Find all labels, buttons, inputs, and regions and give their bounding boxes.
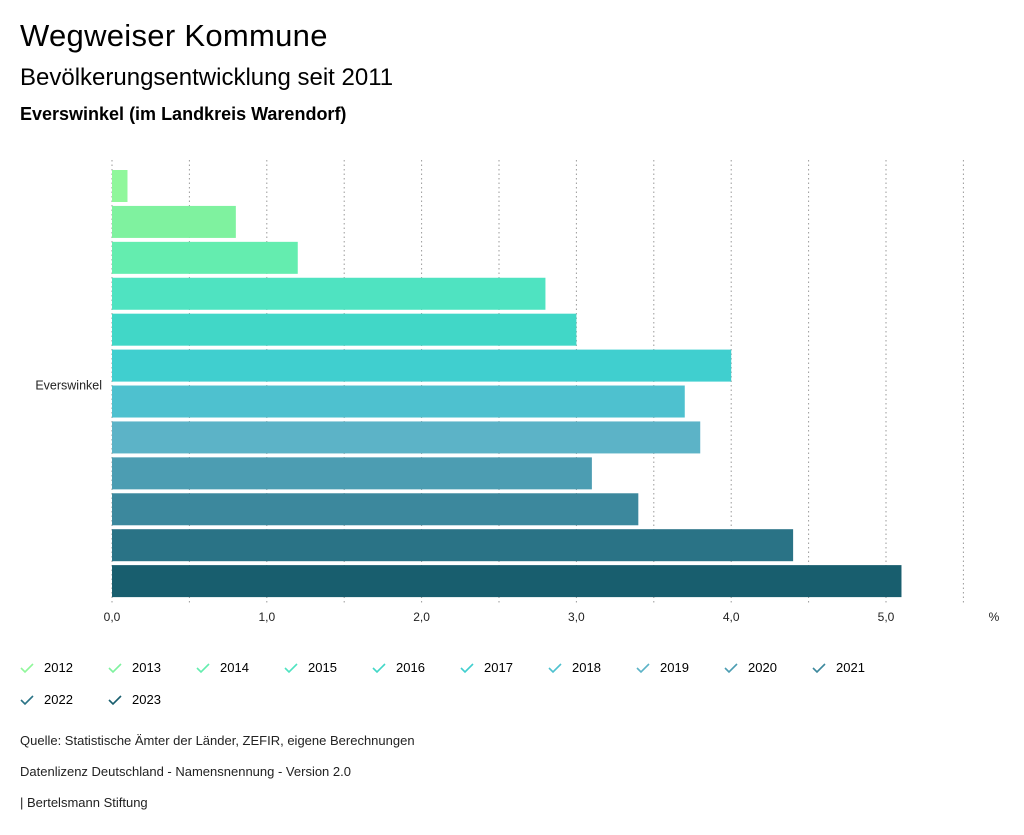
check-icon (108, 694, 122, 705)
legend-item-2021[interactable]: 2021 (812, 660, 865, 675)
legend-label: 2023 (132, 692, 161, 707)
publisher-note: | Bertelsmann Stiftung (20, 795, 148, 810)
legend-item-2012[interactable]: 2012 (20, 660, 73, 675)
legend-item-2022[interactable]: 2022 (20, 692, 73, 707)
bar-chart: Everswinkel 0,0 1,0 2,0 3,0 4,0 5,0% (35, 160, 1000, 624)
bar-2014 (112, 241, 298, 274)
legend-item-2014[interactable]: 2014 (196, 660, 249, 675)
bar-2017 (112, 349, 732, 382)
legend-item-2019[interactable]: 2019 (636, 660, 689, 675)
legend-label: 2014 (220, 660, 249, 675)
bar-2021 (112, 493, 639, 526)
check-icon (108, 662, 122, 673)
category-label: Everswinkel (35, 379, 102, 393)
check-icon (724, 662, 738, 673)
legend-item-2018[interactable]: 2018 (548, 660, 601, 675)
legend-item-2013[interactable]: 2013 (108, 660, 161, 675)
bar-2022 (112, 529, 794, 562)
bar-2012 (112, 170, 128, 202)
legend-label: 2016 (396, 660, 425, 675)
page-title: Wegweiser Kommune (20, 18, 328, 53)
check-icon (196, 662, 210, 673)
check-icon (636, 662, 650, 673)
check-icon (284, 662, 298, 673)
bar-2020 (112, 457, 592, 490)
legend-item-2016[interactable]: 2016 (372, 660, 425, 675)
legend-label: 2015 (308, 660, 337, 675)
check-icon (20, 662, 34, 673)
legend-item-2017[interactable]: 2017 (460, 660, 513, 675)
bar-2016 (112, 313, 577, 346)
x-tick-label: 5,0 (878, 610, 895, 624)
legend-label: 2013 (132, 660, 161, 675)
check-icon (548, 662, 562, 673)
x-tick-label: 4,0 (723, 610, 740, 624)
legend-label: 2022 (44, 692, 73, 707)
check-icon (372, 662, 386, 673)
x-tick-label: 3,0 (568, 610, 585, 624)
source-note: Quelle: Statistische Ämter der Länder, Z… (20, 733, 415, 748)
license-note: Datenlizenz Deutschland - Namensnennung … (20, 764, 351, 779)
legend-label: 2012 (44, 660, 73, 675)
check-icon (460, 662, 474, 673)
bar-2023 (112, 565, 902, 598)
legend-label: 2018 (572, 660, 601, 675)
x-axis-unit: % (989, 610, 1000, 624)
region-label: Everswinkel (im Landkreis Warendorf) (20, 104, 347, 124)
legend-label: 2019 (660, 660, 689, 675)
x-tick-label: 1,0 (258, 610, 275, 624)
legend-item-2023[interactable]: 2023 (108, 692, 161, 707)
bar-2018 (112, 385, 685, 418)
chart-subtitle: Bevölkerungsentwicklung seit 2011 (20, 64, 394, 91)
x-tick-label: 0,0 (104, 610, 121, 624)
legend-label: 2021 (836, 660, 865, 675)
legend-label: 2017 (484, 660, 513, 675)
bar-2019 (112, 421, 701, 454)
bar-2013 (112, 205, 236, 238)
legend-item-2015[interactable]: 2015 (284, 660, 337, 675)
legend-label: 2020 (748, 660, 777, 675)
bar-2015 (112, 277, 546, 310)
check-icon (20, 694, 34, 705)
x-tick-label: 2,0 (413, 610, 430, 624)
legend-item-2020[interactable]: 2020 (724, 660, 777, 675)
check-icon (812, 662, 826, 673)
